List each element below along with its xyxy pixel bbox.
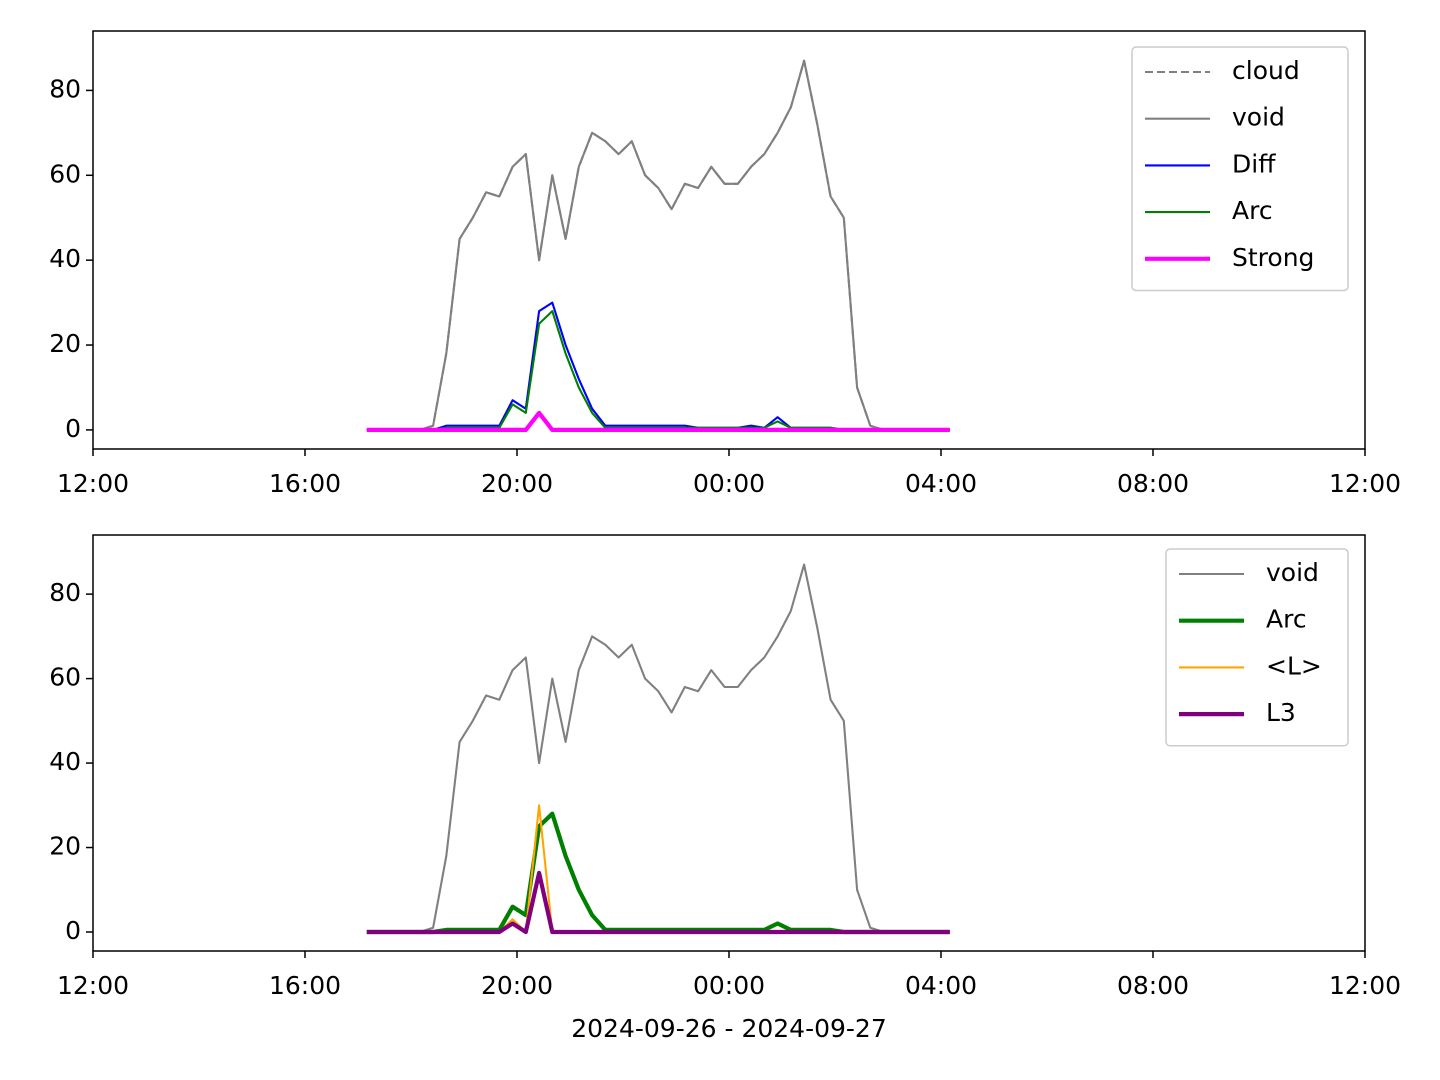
y-tick-label: 20 [49,329,81,358]
legend-box [1131,46,1349,292]
legend-label: cloud [1232,56,1300,85]
y-tick-label: 20 [49,832,81,861]
x-tick-label: 00:00 [693,469,765,498]
series-line [366,804,950,934]
series-line [366,310,950,431]
y-tick-label: 60 [49,159,81,188]
subplot: 0 20 40 60 80 12:00 16:00 20:00 00:00 04:00 08:00 1… [49,30,1401,498]
legend-label: Arc [1232,196,1273,225]
x-tick-label: 20:00 [481,971,553,1000]
x-tick-label: 08:00 [1117,469,1189,498]
series-line [366,410,950,432]
x-tick-label: 20:00 [481,469,553,498]
x-tick-label: 12:00 [1329,469,1401,498]
x-tick-label: 04:00 [905,469,977,498]
x-tick-label: 12:00 [1329,971,1401,1000]
series-line [366,59,950,431]
y-tick-label: 0 [65,414,81,443]
x-tick-label: 04:00 [905,971,977,1000]
x-tick-label: 08:00 [1117,971,1189,1000]
series-line [366,870,950,935]
legend-label: Strong [1232,243,1314,272]
legend-label: Diff [1232,149,1276,178]
x-tick-label: 12:00 [57,971,129,1000]
legend-label: void [1266,558,1319,587]
x-tick-label: 12:00 [57,469,129,498]
legend-box [1165,548,1349,747]
y-tick-label: 40 [49,244,81,273]
axes-frame [92,30,1366,450]
axes-frame [92,534,1366,952]
x-tick-label: 00:00 [693,971,765,1000]
series-line [366,301,950,431]
subplot: 0 20 40 60 80 12:00 16:00 20:00 00:00 04:00 08:00 1… [49,534,1401,1043]
legend-label: void [1232,103,1285,132]
y-tick-label: 80 [49,74,81,103]
x-tick-label: 16:00 [269,469,341,498]
y-tick-label: 80 [49,578,81,607]
y-tick-label: 40 [49,747,81,776]
x-axis-label: 2024-09-26 - 2024-09-27 [571,1014,887,1043]
y-tick-label: 0 [65,916,81,945]
legend-label: <L> [1266,651,1322,680]
series-line [366,811,950,935]
legend-label: Arc [1266,605,1307,634]
series-line [366,59,950,431]
series-line [366,563,950,934]
y-tick-label: 60 [49,663,81,692]
legend-label: L3 [1266,698,1296,727]
x-tick-label: 16:00 [269,971,341,1000]
